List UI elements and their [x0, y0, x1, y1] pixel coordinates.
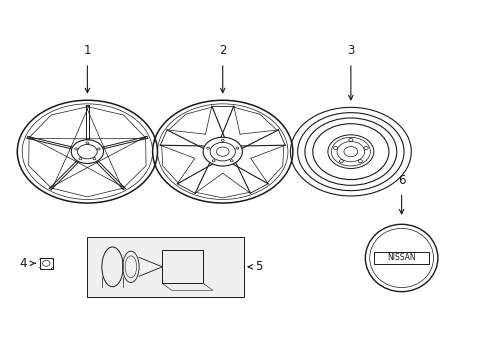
Text: 5: 5 — [255, 260, 262, 273]
Text: 1: 1 — [83, 44, 91, 57]
Bar — [162, 250, 203, 283]
Text: NISSAN: NISSAN — [386, 253, 415, 262]
Bar — [373, 252, 428, 264]
Text: 6: 6 — [397, 174, 405, 186]
Bar — [40, 258, 53, 269]
Text: 2: 2 — [219, 44, 226, 57]
Bar — [87, 237, 244, 297]
Text: 4: 4 — [20, 257, 27, 270]
Text: 3: 3 — [346, 44, 354, 57]
